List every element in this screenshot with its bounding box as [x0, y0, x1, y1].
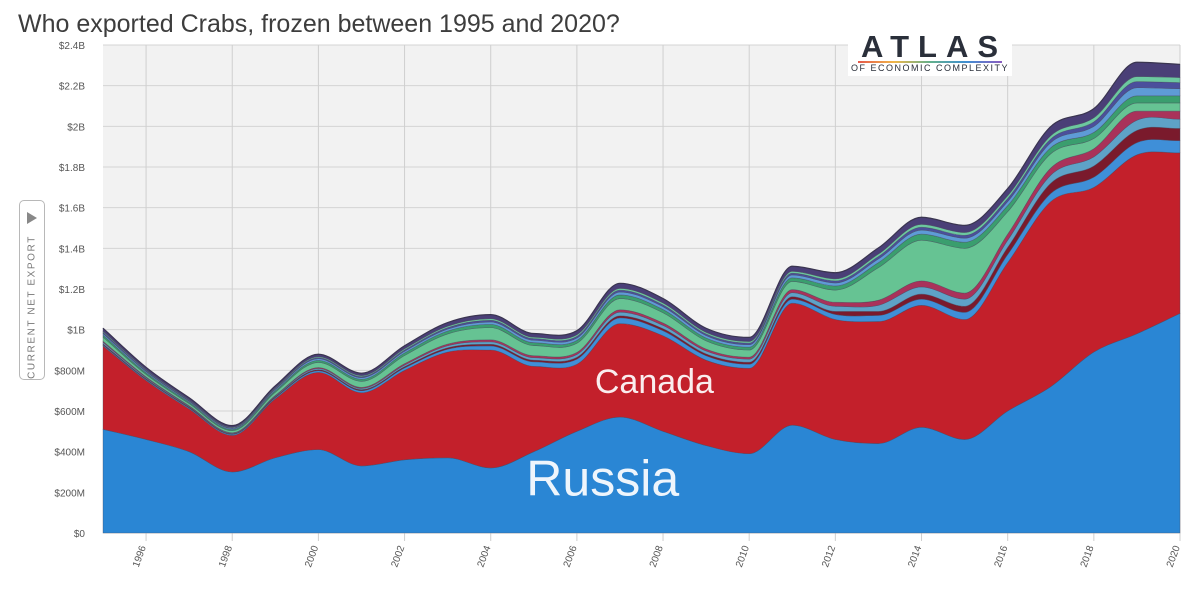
y-tick-label: $1B — [67, 326, 85, 337]
x-tick-label: 2010 — [734, 544, 752, 569]
y-tick-label: $1.8B — [59, 163, 85, 174]
x-tick-label: 2008 — [648, 544, 666, 569]
y-tick-label: $200M — [54, 488, 85, 499]
series-label-russia: Russia — [526, 450, 679, 506]
y-tick-label: $600M — [54, 407, 85, 418]
x-tick-label: 2014 — [906, 544, 924, 569]
x-tick-label: 2020 — [1165, 544, 1183, 569]
x-tick-label: 1996 — [131, 544, 149, 569]
y-axis-toggle-button[interactable]: CURRENT NET EXPORT — [19, 200, 45, 380]
series-labels: Russia Canada — [526, 363, 714, 507]
x-tick-label: 2018 — [1079, 544, 1097, 569]
y-tick-label: $1.4B — [59, 244, 85, 255]
y-tick-label: $400M — [54, 448, 85, 459]
y-tick-label: $1.6B — [59, 204, 85, 215]
x-tick-label: 2000 — [303, 544, 321, 569]
logo-color-bar — [858, 61, 1002, 63]
logo-subtitle: OF ECONOMIC COMPLEXITY — [850, 63, 1009, 73]
series-label-canada: Canada — [595, 363, 714, 401]
x-tick-label: 1998 — [217, 544, 235, 569]
y-tick-label: $2.4B — [59, 41, 85, 52]
x-tick-label: 2016 — [993, 544, 1011, 569]
x-tick-label: 2012 — [820, 544, 838, 569]
chart-areas — [102, 61, 1181, 534]
x-tick-label: 2004 — [476, 544, 494, 569]
y-tick-label: $800M — [54, 366, 85, 377]
page-title: Who exported Crabs, frozen between 1995 … — [18, 10, 620, 38]
logo-word: ATLAS — [860, 29, 1008, 64]
play-triangle-icon — [27, 212, 37, 224]
area-top-outline — [102, 61, 1181, 427]
y-tick-label: $2B — [67, 122, 85, 133]
x-tick-label: 2006 — [562, 544, 580, 569]
y-tick-label: $0 — [74, 529, 86, 540]
x-tick-label: 2002 — [389, 544, 407, 569]
y-tick-label: $2.2B — [59, 82, 85, 93]
atlas-logo[interactable]: ATLAS OF ECONOMIC COMPLEXITY — [848, 29, 1012, 76]
y-tick-label: $1.2B — [59, 285, 85, 296]
